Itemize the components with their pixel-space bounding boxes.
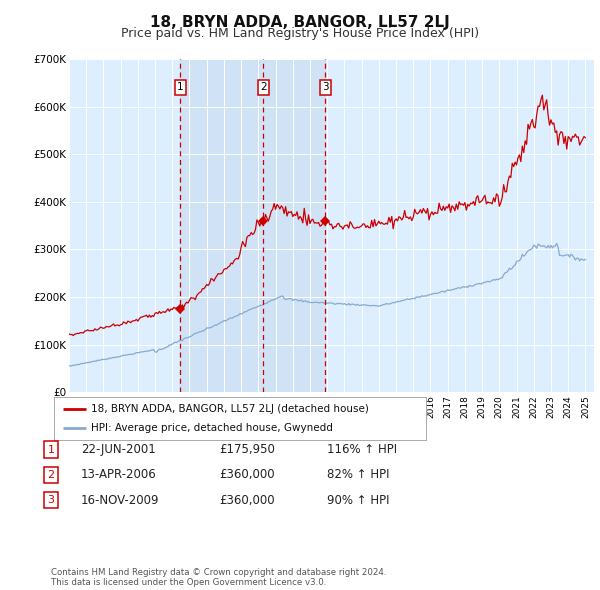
Text: 16-NOV-2009: 16-NOV-2009 [81,494,160,507]
Text: 1: 1 [177,83,184,92]
Text: Contains HM Land Registry data © Crown copyright and database right 2024.
This d: Contains HM Land Registry data © Crown c… [51,568,386,587]
Text: 13-APR-2006: 13-APR-2006 [81,468,157,481]
Text: 82% ↑ HPI: 82% ↑ HPI [327,468,389,481]
Text: 18, BRYN ADDA, BANGOR, LL57 2LJ: 18, BRYN ADDA, BANGOR, LL57 2LJ [150,15,450,30]
Text: £360,000: £360,000 [219,468,275,481]
Text: HPI: Average price, detached house, Gwynedd: HPI: Average price, detached house, Gwyn… [91,423,333,433]
Text: 3: 3 [322,83,328,92]
Text: £175,950: £175,950 [219,443,275,456]
Text: 3: 3 [47,496,55,505]
Text: 1: 1 [47,445,55,454]
Text: 22-JUN-2001: 22-JUN-2001 [81,443,156,456]
Bar [181,59,325,392]
Text: 116% ↑ HPI: 116% ↑ HPI [327,443,397,456]
Text: 90% ↑ HPI: 90% ↑ HPI [327,494,389,507]
Text: 2: 2 [260,83,266,92]
Text: £360,000: £360,000 [219,494,275,507]
Text: 18, BRYN ADDA, BANGOR, LL57 2LJ (detached house): 18, BRYN ADDA, BANGOR, LL57 2LJ (detache… [91,404,369,414]
Text: 2: 2 [47,470,55,480]
Text: Price paid vs. HM Land Registry's House Price Index (HPI): Price paid vs. HM Land Registry's House … [121,27,479,40]
